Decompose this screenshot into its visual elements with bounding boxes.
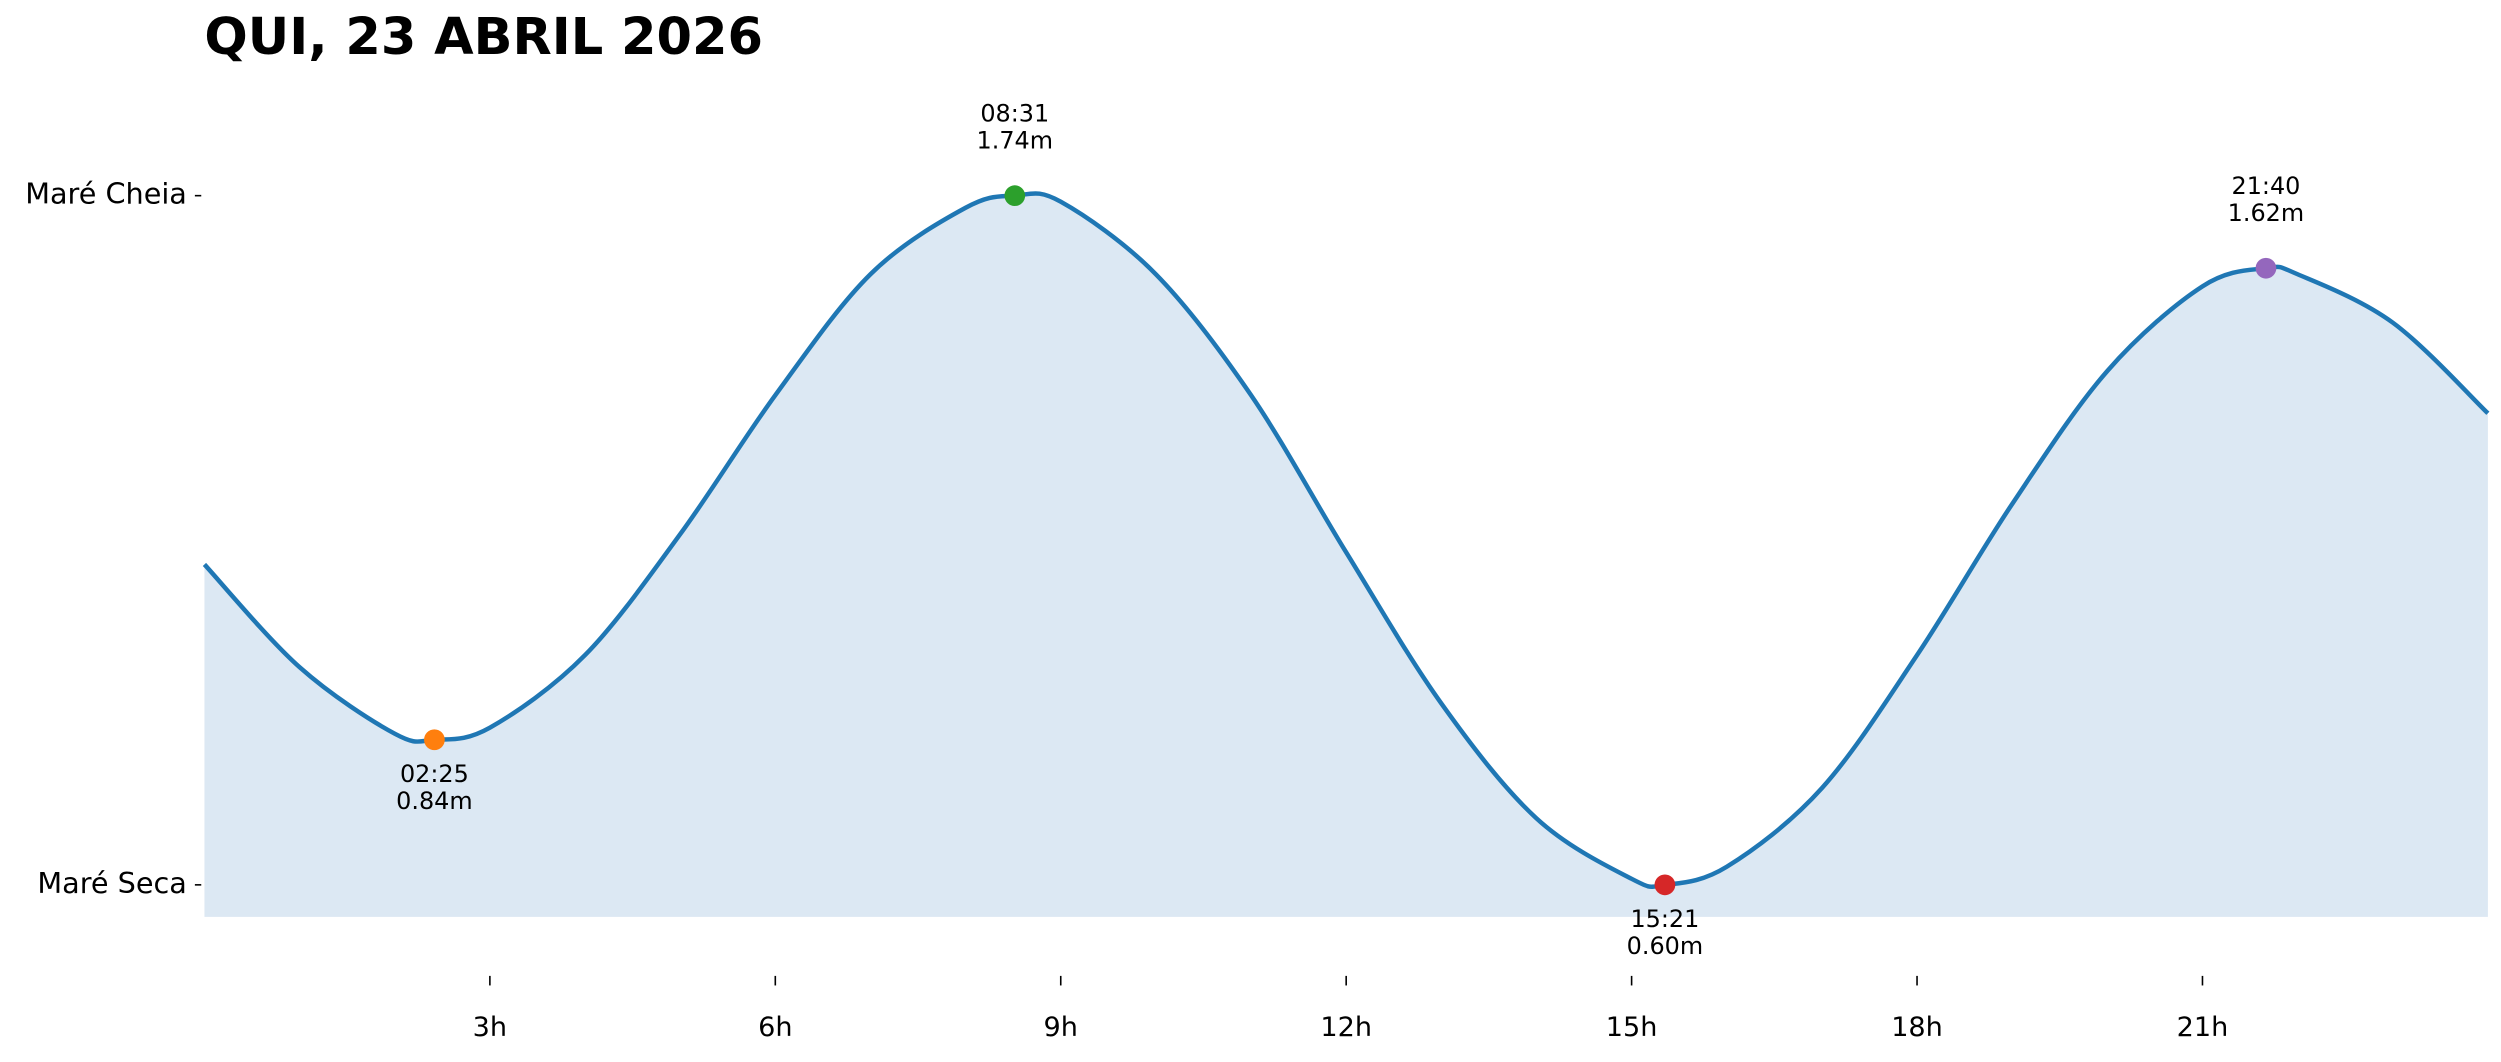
extreme-height: 0.60m [1627,932,1704,960]
extreme-time: 15:21 [1630,905,1699,933]
y-tick-label: Maré Seca [37,866,186,900]
y-tick-label: Maré Cheia [25,177,187,211]
x-tick-label: 18h [1891,1012,1943,1043]
extreme-height: 1.62m [2228,199,2305,227]
extreme-point [424,729,445,751]
extreme-point [1004,185,1026,207]
extreme-height: 0.84m [396,787,473,815]
tide-line [202,191,2490,889]
x-tick-label: 3h [473,1012,507,1043]
x-tick-label: 21h [2177,1012,2229,1043]
x-tick-label: 12h [1320,1012,1372,1043]
extreme-height: 1.74m [977,126,1054,154]
extreme-point [1654,874,1676,896]
x-tick-label: 15h [1606,1012,1658,1043]
extreme-time: 08:31 [980,99,1049,127]
extreme-time: 02:25 [400,760,469,788]
x-tick-label: 6h [758,1012,792,1043]
chart-title: QUI, 23 ABRIL 2026 [204,8,763,67]
extreme-time: 21:40 [2231,172,2300,200]
x-tick-label: 9h [1044,1012,1078,1043]
extreme-point [2255,257,2277,279]
